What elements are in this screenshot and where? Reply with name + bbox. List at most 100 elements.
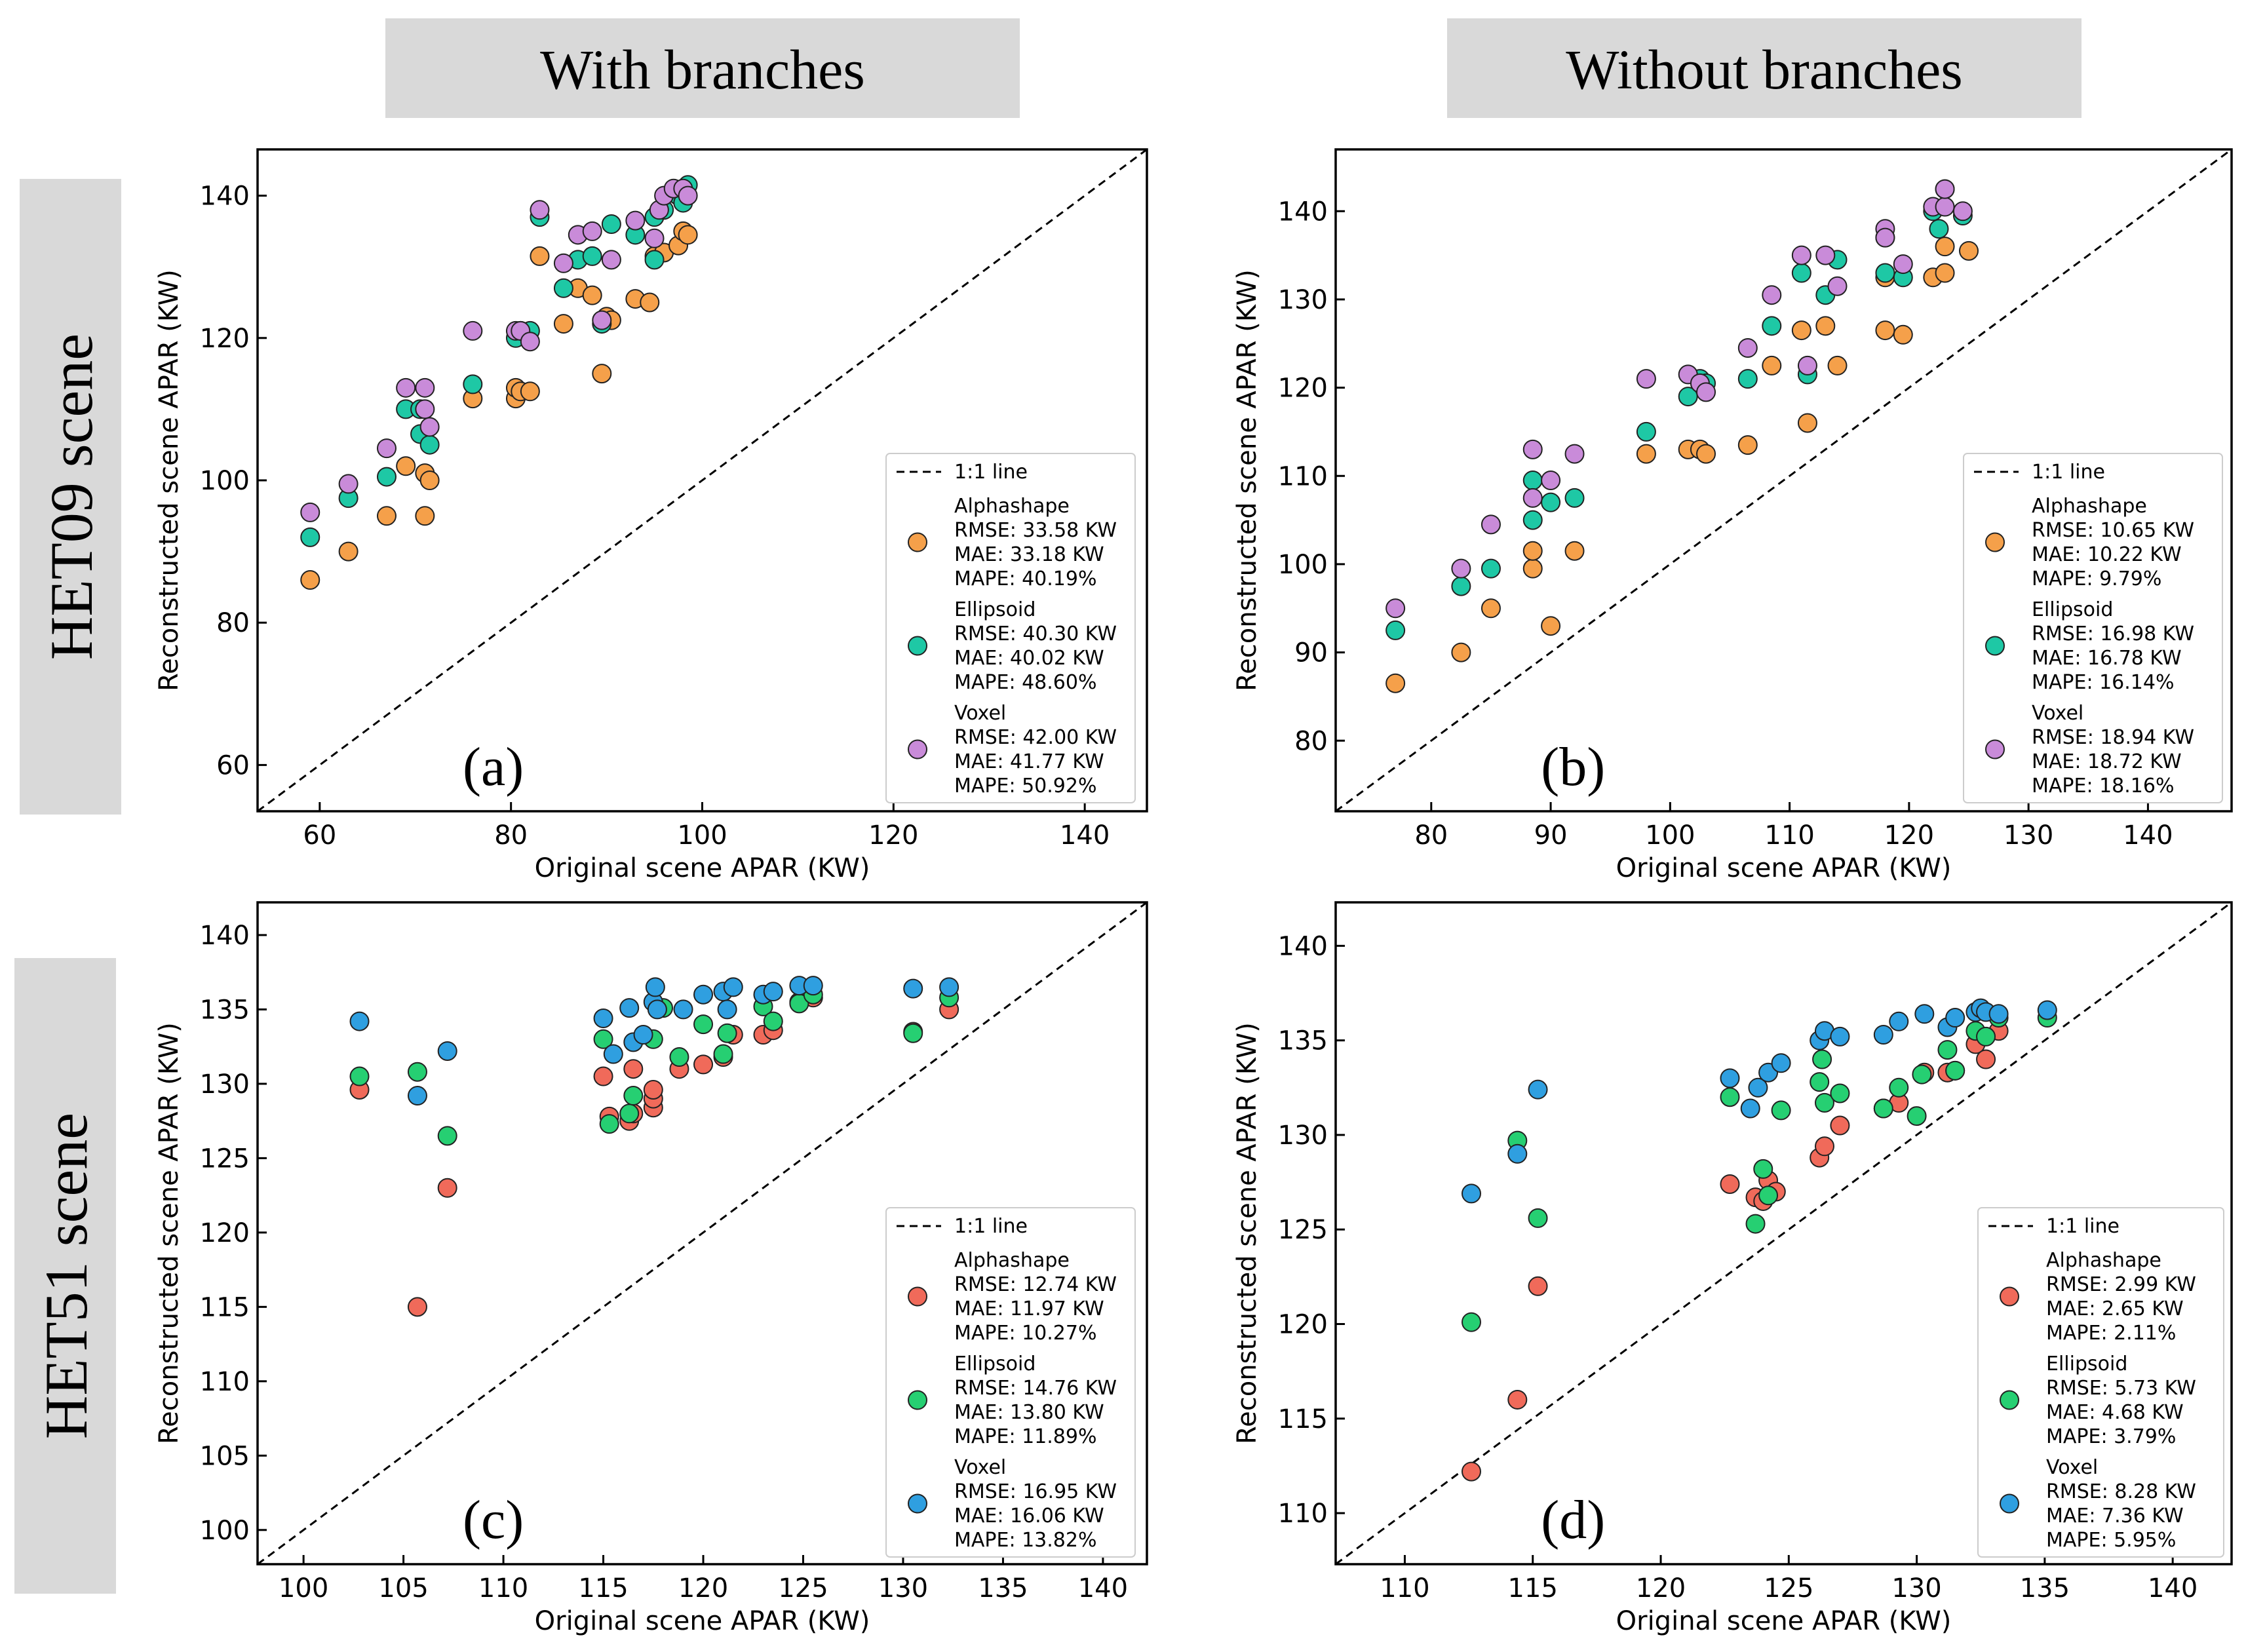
data-point [592,310,612,330]
data-point [593,1008,613,1029]
data-point [717,1023,737,1043]
data-point [1522,558,1543,579]
legend-entry: Ellipsoid [954,598,1036,621]
data-point [1528,1276,1548,1296]
legend-entry: Ellipsoid [954,1353,1036,1375]
panel-a: 60 80 100 120 140 60 80 100 120 140 Original scene… [154,148,1148,883]
data-point [803,976,823,996]
header-with-branches: With branches [540,38,865,101]
data-point [1952,201,1973,221]
legend-entry: Alphashape [2032,495,2147,518]
data-point [1528,1079,1548,1100]
data-point [1385,673,1406,693]
data-point [1771,1100,1791,1121]
series-ellipsoid [300,175,698,547]
data-point [1522,510,1543,530]
y-tick-label: 110 [1278,1499,1328,1529]
data-point [1740,1098,1760,1119]
legend-frame [1977,1207,2224,1558]
legend-entry: RMSE: 10.65 KW [2032,519,2194,542]
data-point [463,320,483,341]
data-point [1893,254,1913,275]
data-point [338,474,358,494]
data-point [1976,1049,1996,1069]
legend-entry: MAE: 18.72 KW [2032,750,2182,773]
legend-entry: Voxel [954,1456,1006,1479]
data-point [1462,1312,1482,1332]
data-point [640,292,660,313]
y-tick-label: 135 [1278,1026,1328,1056]
data-point [644,250,665,270]
row-label-het51: HET51 scene [33,1113,100,1439]
data-point [553,253,573,273]
x-tick-label: 80 [494,820,528,851]
data-point [1522,541,1543,561]
x-tick-label: 80 [1414,820,1448,851]
y-tick-label: 120 [1278,374,1328,404]
data-point [1745,1214,1766,1234]
data-point [1797,355,1817,375]
data-point [1827,276,1848,296]
x-tick-label: 100 [279,1573,328,1604]
one-to-one-line [258,902,1147,1564]
legend-entry: MAE: 16.06 KW [954,1505,1104,1527]
legend-entry: MAE: 10.22 KW [2032,543,2182,566]
legend-entry: MAPE: 11.89% [954,1425,1097,1448]
data-point [669,1047,689,1067]
legend-entry: Alphashape [2046,1249,2161,1272]
data-point [1935,237,1955,257]
data-point [349,1011,370,1031]
data-point [300,527,320,547]
x-tick-label: 140 [2148,1573,2198,1604]
data-point [645,977,665,997]
data-point [1815,245,1836,265]
data-point [619,998,640,1018]
data-point [1762,285,1782,305]
series-voxel [300,178,698,522]
header-without-branches: Without branches [1566,38,1963,101]
data-point [530,246,550,266]
legend-entry: MAE: 13.80 KW [954,1401,1104,1424]
data-point [1791,245,1811,265]
y-axis-title: Reconstructed scene APAR (KW) [154,269,184,691]
legend-entry: MAE: 4.68 KW [2046,1401,2184,1424]
legend-entry: MAPE: 13.82% [954,1529,1097,1552]
series-alphashape [300,221,698,590]
data-point [1636,421,1656,442]
x-tick-label: 130 [878,1573,928,1604]
data-point [1810,1072,1830,1092]
x-tick-label: 140 [1060,820,1110,851]
data-point [553,314,573,334]
data-point [1959,240,1979,261]
data-point [1753,1159,1773,1179]
legend-entry: MAE: 2.65 KW [2046,1297,2184,1320]
x-tick-label: 140 [1078,1573,1128,1604]
data-point [1814,1136,1834,1157]
legend-marker [1985,739,2005,759]
row-label-het09: HET09 scene [38,334,105,660]
legend-entry: RMSE: 2.99 KW [2046,1273,2196,1296]
y-tick-label: 140 [200,182,250,212]
data-point [603,1044,623,1064]
data-point [1815,316,1836,336]
data-point [1830,1115,1850,1136]
data-point [644,228,665,248]
data-point [1935,263,1955,283]
legend-entry: MAE: 16.78 KW [2032,647,2182,670]
x-axis-title: Original scene APAR (KW) [1616,853,1952,883]
data-point [723,977,743,997]
y-tick-label: 130 [1278,285,1328,315]
y-tick-label: 125 [1278,1215,1328,1245]
row-box-top [20,179,121,815]
panel-d: 110 115 120 125 130 135 140 110 115 120 125 130 135 1… [1232,901,2233,1636]
data-point [693,1054,714,1075]
data-point [601,214,621,235]
data-point [419,471,440,490]
data-point [939,977,959,997]
data-point [1720,1174,1740,1194]
y-tick-label: 140 [1278,931,1328,961]
data-point [1696,444,1716,464]
x-tick-label: 90 [1534,820,1568,851]
